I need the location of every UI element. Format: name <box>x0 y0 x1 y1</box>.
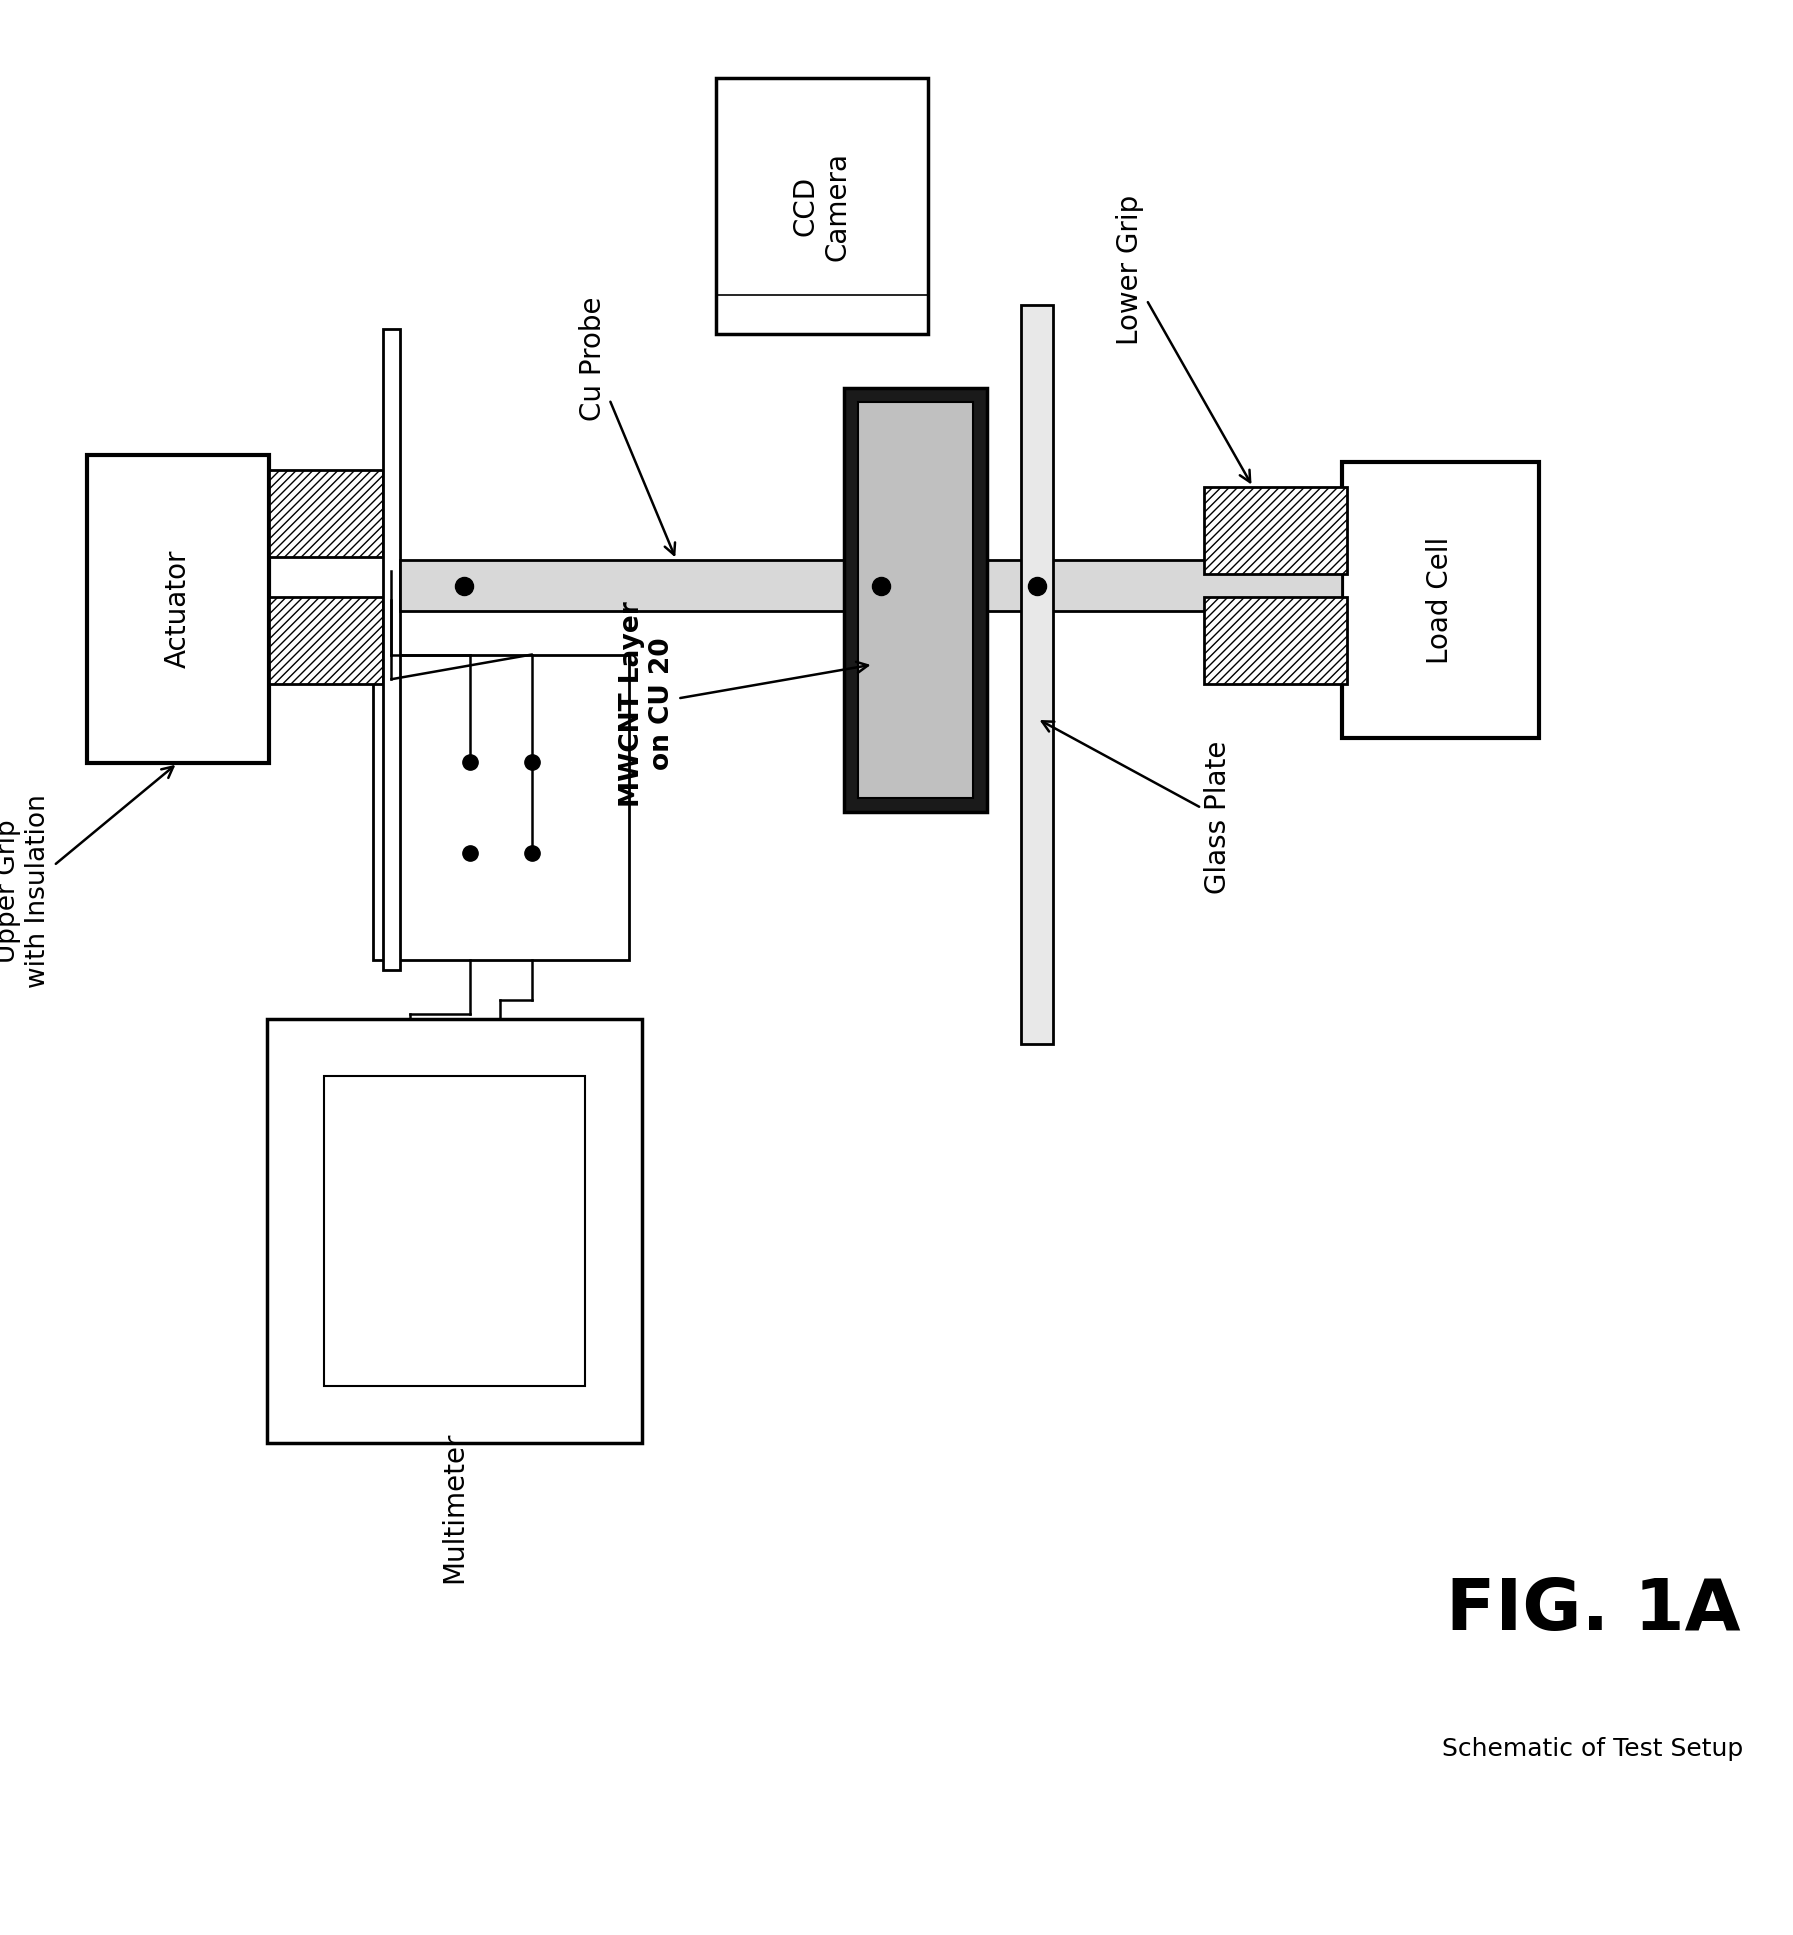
Text: CCD
Camera: CCD Camera <box>791 151 852 261</box>
Text: Multimeter: Multimeter <box>441 1432 468 1583</box>
Bar <box>1341 462 1538 739</box>
Bar <box>1022 304 1052 1043</box>
Bar <box>269 598 382 685</box>
Bar <box>845 389 986 813</box>
Text: Load Cell: Load Cell <box>1425 536 1454 664</box>
Bar <box>1203 598 1347 685</box>
Bar <box>382 329 400 969</box>
Text: Actuator: Actuator <box>165 550 192 668</box>
Bar <box>400 559 859 611</box>
Text: MWCNT Layer
on CU 20: MWCNT Layer on CU 20 <box>619 602 868 807</box>
Text: Upper Grip
with Insulation: Upper Grip with Insulation <box>0 766 174 989</box>
Bar <box>325 1076 585 1385</box>
Text: Cu Probe: Cu Probe <box>579 296 674 555</box>
Text: Glass Plate: Glass Plate <box>1042 722 1232 894</box>
Bar <box>86 455 269 762</box>
Bar <box>715 77 927 335</box>
Bar <box>267 1020 642 1444</box>
Text: Lower Grip: Lower Grip <box>1115 195 1250 482</box>
Polygon shape <box>859 559 913 611</box>
Bar <box>1203 488 1347 575</box>
Bar <box>373 654 629 960</box>
Text: Schematic of Test Setup: Schematic of Test Setup <box>1442 1736 1743 1761</box>
Bar <box>857 402 974 799</box>
Bar <box>986 559 1341 611</box>
Text: FIG. 1A: FIG. 1A <box>1445 1577 1741 1645</box>
Bar <box>269 470 382 557</box>
